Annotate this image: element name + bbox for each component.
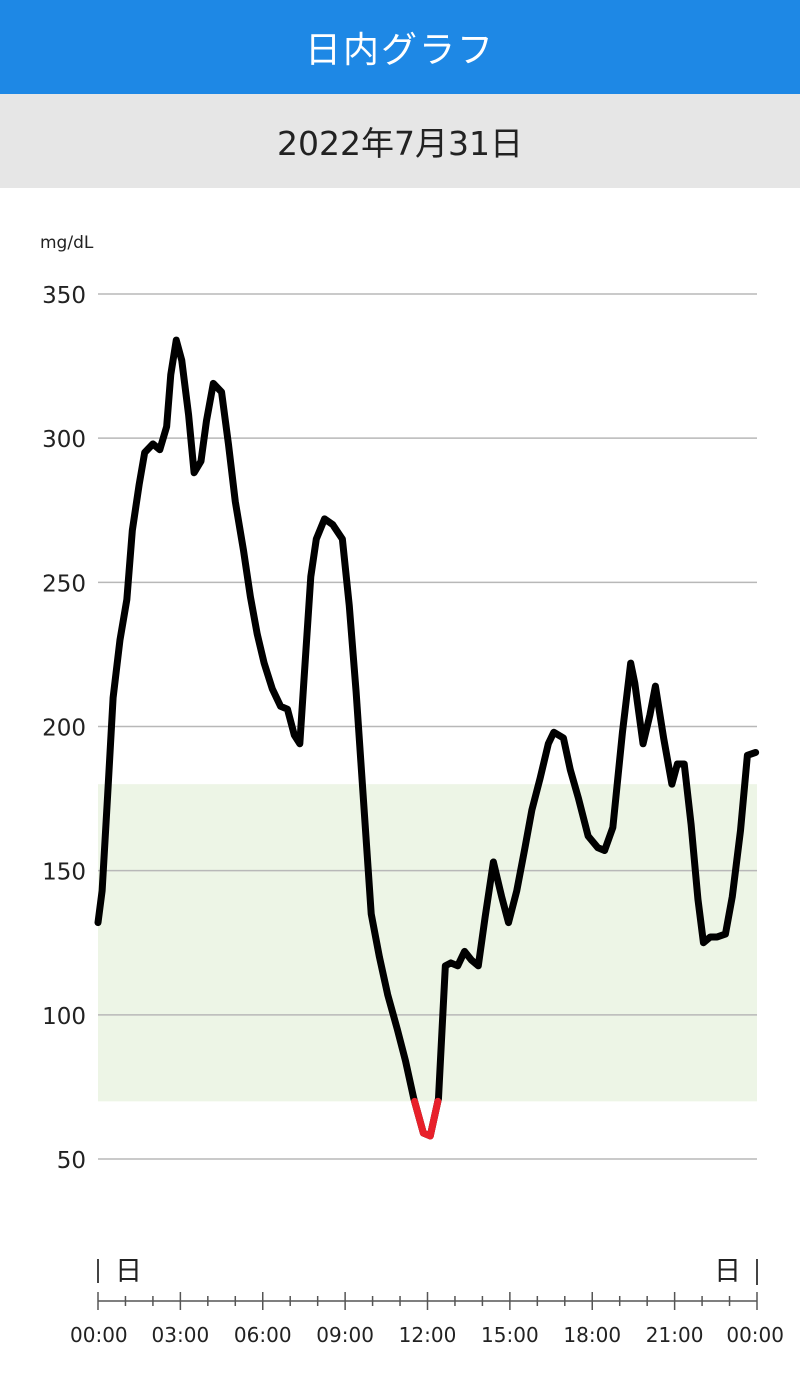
y-axis-unit-label: mg/dL <box>40 233 94 253</box>
y-tick-label: 150 <box>42 860 86 886</box>
date-bar: 2022年7月31日 <box>0 94 800 188</box>
y-tick-label: 250 <box>42 571 86 597</box>
x-tick-label: 12:00 <box>399 1323 457 1347</box>
y-tick-label: 300 <box>42 427 86 453</box>
x-tick-label: 06:00 <box>234 1323 292 1347</box>
x-axis: 00:00 03:00 06:00 09:00 12:00 15:00 18:00 21:00… <box>70 1259 784 1347</box>
y-tick-label: 100 <box>42 1004 86 1030</box>
y-tick-label: 350 <box>42 283 86 309</box>
x-tick-label: 15:00 <box>481 1323 539 1347</box>
y-tick-label: 200 <box>42 716 86 742</box>
x-tick-label: 00:00 <box>726 1323 784 1347</box>
x-tick-label: 18:00 <box>563 1323 621 1347</box>
low-glucose-segment <box>426 1097 442 1140</box>
x-tick-label: 00:00 <box>70 1323 128 1347</box>
grid-lines <box>98 293 757 1160</box>
glucose-line-chart: mg/dL 350 300 250 200 150 100 50 00:00 03:00 06:… <box>40 233 784 1347</box>
target-range-band <box>98 784 757 1102</box>
page-title: 日内グラフ <box>304 30 495 71</box>
app-bar: 日内グラフ <box>0 0 800 94</box>
y-axis-ticks: 350 300 250 200 150 100 50 <box>42 283 86 1174</box>
day-end-marker: 日 <box>714 1256 741 1287</box>
x-tick-label: 03:00 <box>152 1323 210 1347</box>
x-tick-label: 09:00 <box>316 1323 374 1347</box>
day-start-marker: 日 <box>115 1256 142 1287</box>
y-tick-label: 50 <box>57 1148 86 1174</box>
glucose-series <box>94 336 760 1140</box>
x-tick-label: 21:00 <box>646 1323 704 1347</box>
date-label: 2022年7月31日 <box>277 124 523 163</box>
low-glucose-segment <box>411 1097 427 1137</box>
